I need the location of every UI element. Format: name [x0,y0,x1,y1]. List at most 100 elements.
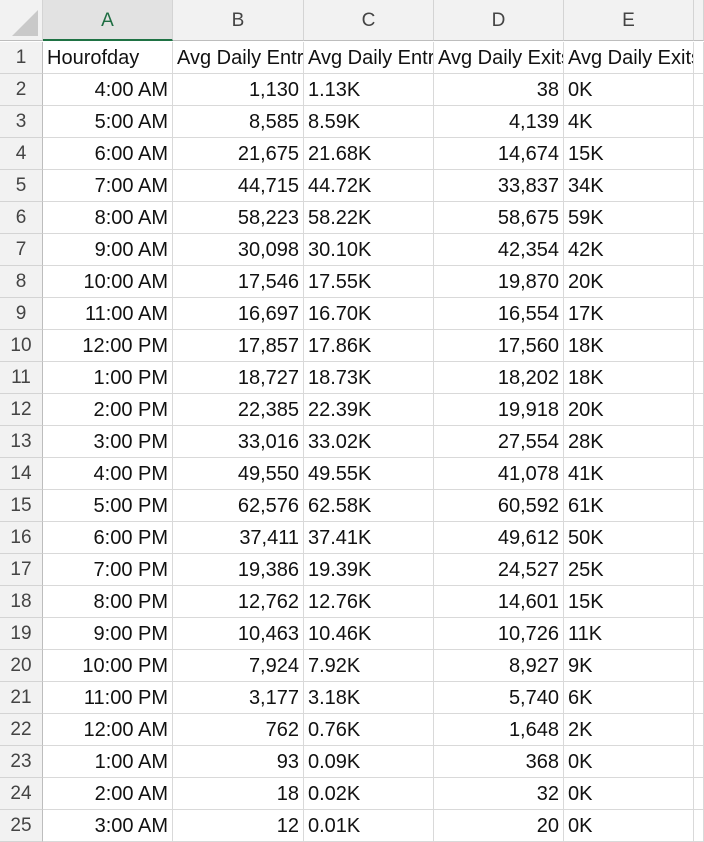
row-header[interactable]: 16 [0,522,43,554]
cell-e[interactable]: 59K [564,202,694,234]
cell-a1[interactable]: Hourofday [43,42,173,74]
cell-c[interactable]: 3.18K [304,682,434,714]
cell-e[interactable]: 42K [564,234,694,266]
cell-c[interactable]: 17.55K [304,266,434,298]
cell-a[interactable]: 7:00 PM [43,554,173,586]
cell-d[interactable]: 5,740 [434,682,564,714]
cell-c[interactable]: 19.39K [304,554,434,586]
cell-b[interactable]: 12,762 [173,586,304,618]
cell-c[interactable]: 16.70K [304,298,434,330]
cell-d[interactable]: 19,918 [434,394,564,426]
cell-c[interactable]: 37.41K [304,522,434,554]
cell-e[interactable]: 20K [564,394,694,426]
cell-e[interactable]: 18K [564,330,694,362]
select-all-corner[interactable] [0,0,43,41]
cell-a[interactable]: 12:00 AM [43,714,173,746]
cell-d[interactable]: 41,078 [434,458,564,490]
cell-e[interactable]: 25K [564,554,694,586]
cell-e[interactable]: 4K [564,106,694,138]
cell-c[interactable]: 21.68K [304,138,434,170]
cell-b[interactable]: 37,411 [173,522,304,554]
cell-d[interactable]: 10,726 [434,618,564,650]
cell-c[interactable]: 33.02K [304,426,434,458]
cell-c[interactable]: 10.46K [304,618,434,650]
cell-e[interactable]: 0K [564,778,694,810]
cell-d[interactable]: 27,554 [434,426,564,458]
cell-b[interactable]: 58,223 [173,202,304,234]
cell-d[interactable]: 42,354 [434,234,564,266]
cell-b[interactable]: 62,576 [173,490,304,522]
cell-d[interactable]: 14,674 [434,138,564,170]
cell-a[interactable]: 4:00 PM [43,458,173,490]
cell-c[interactable]: 0.01K [304,810,434,842]
row-header[interactable]: 1 [0,42,43,74]
cell-c[interactable]: 0.09K [304,746,434,778]
cell-c[interactable]: 30.10K [304,234,434,266]
cell-a[interactable]: 6:00 PM [43,522,173,554]
cell-e[interactable]: 0K [564,810,694,842]
cell-f[interactable] [694,618,704,650]
row-header[interactable]: 21 [0,682,43,714]
row-header[interactable]: 9 [0,298,43,330]
cell-b[interactable]: 22,385 [173,394,304,426]
cell-b[interactable]: 8,585 [173,106,304,138]
cell-c[interactable]: 0.76K [304,714,434,746]
row-header[interactable]: 7 [0,234,43,266]
cell-c1[interactable]: Avg Daily Entries [304,42,434,74]
cell-f[interactable] [694,426,704,458]
cell-f[interactable] [694,202,704,234]
cell-d[interactable]: 18,202 [434,362,564,394]
column-header-b[interactable]: B [173,0,304,41]
cell-f[interactable] [694,650,704,682]
cell-f1[interactable] [694,42,704,74]
cell-a[interactable]: 10:00 PM [43,650,173,682]
cell-b[interactable]: 49,550 [173,458,304,490]
column-header-c[interactable]: C [304,0,434,41]
cell-f[interactable] [694,682,704,714]
cell-d[interactable]: 38 [434,74,564,106]
cell-d[interactable]: 32 [434,778,564,810]
cell-b[interactable]: 17,857 [173,330,304,362]
row-header[interactable]: 3 [0,106,43,138]
cell-e[interactable]: 50K [564,522,694,554]
cell-f[interactable] [694,554,704,586]
cell-f[interactable] [694,746,704,778]
cell-e[interactable]: 18K [564,362,694,394]
row-header[interactable]: 19 [0,618,43,650]
cell-d[interactable]: 60,592 [434,490,564,522]
cell-b[interactable]: 19,386 [173,554,304,586]
cell-e[interactable]: 15K [564,138,694,170]
cell-f[interactable] [694,74,704,106]
row-header[interactable]: 10 [0,330,43,362]
cell-d[interactable]: 33,837 [434,170,564,202]
cell-f[interactable] [694,266,704,298]
cell-c[interactable]: 0.02K [304,778,434,810]
row-header[interactable]: 23 [0,746,43,778]
cell-f[interactable] [694,170,704,202]
cell-b[interactable]: 1,130 [173,74,304,106]
row-header[interactable]: 12 [0,394,43,426]
cell-b[interactable]: 17,546 [173,266,304,298]
row-header[interactable]: 25 [0,810,43,842]
cell-d[interactable]: 49,612 [434,522,564,554]
cell-b[interactable]: 762 [173,714,304,746]
cell-f[interactable] [694,490,704,522]
column-header-a[interactable]: A [43,0,173,41]
cell-a[interactable]: 3:00 PM [43,426,173,458]
column-header-f[interactable] [694,0,704,41]
cell-e[interactable]: 0K [564,74,694,106]
cell-c[interactable]: 44.72K [304,170,434,202]
cell-f[interactable] [694,362,704,394]
cell-d[interactable]: 58,675 [434,202,564,234]
cell-a[interactable]: 11:00 PM [43,682,173,714]
cell-b[interactable]: 7,924 [173,650,304,682]
cell-c[interactable]: 18.73K [304,362,434,394]
cell-b[interactable]: 12 [173,810,304,842]
cell-f[interactable] [694,778,704,810]
cell-a[interactable]: 1:00 AM [43,746,173,778]
cell-c[interactable]: 22.39K [304,394,434,426]
cell-d[interactable]: 4,139 [434,106,564,138]
cell-d[interactable]: 1,648 [434,714,564,746]
row-header[interactable]: 17 [0,554,43,586]
cell-f[interactable] [694,298,704,330]
